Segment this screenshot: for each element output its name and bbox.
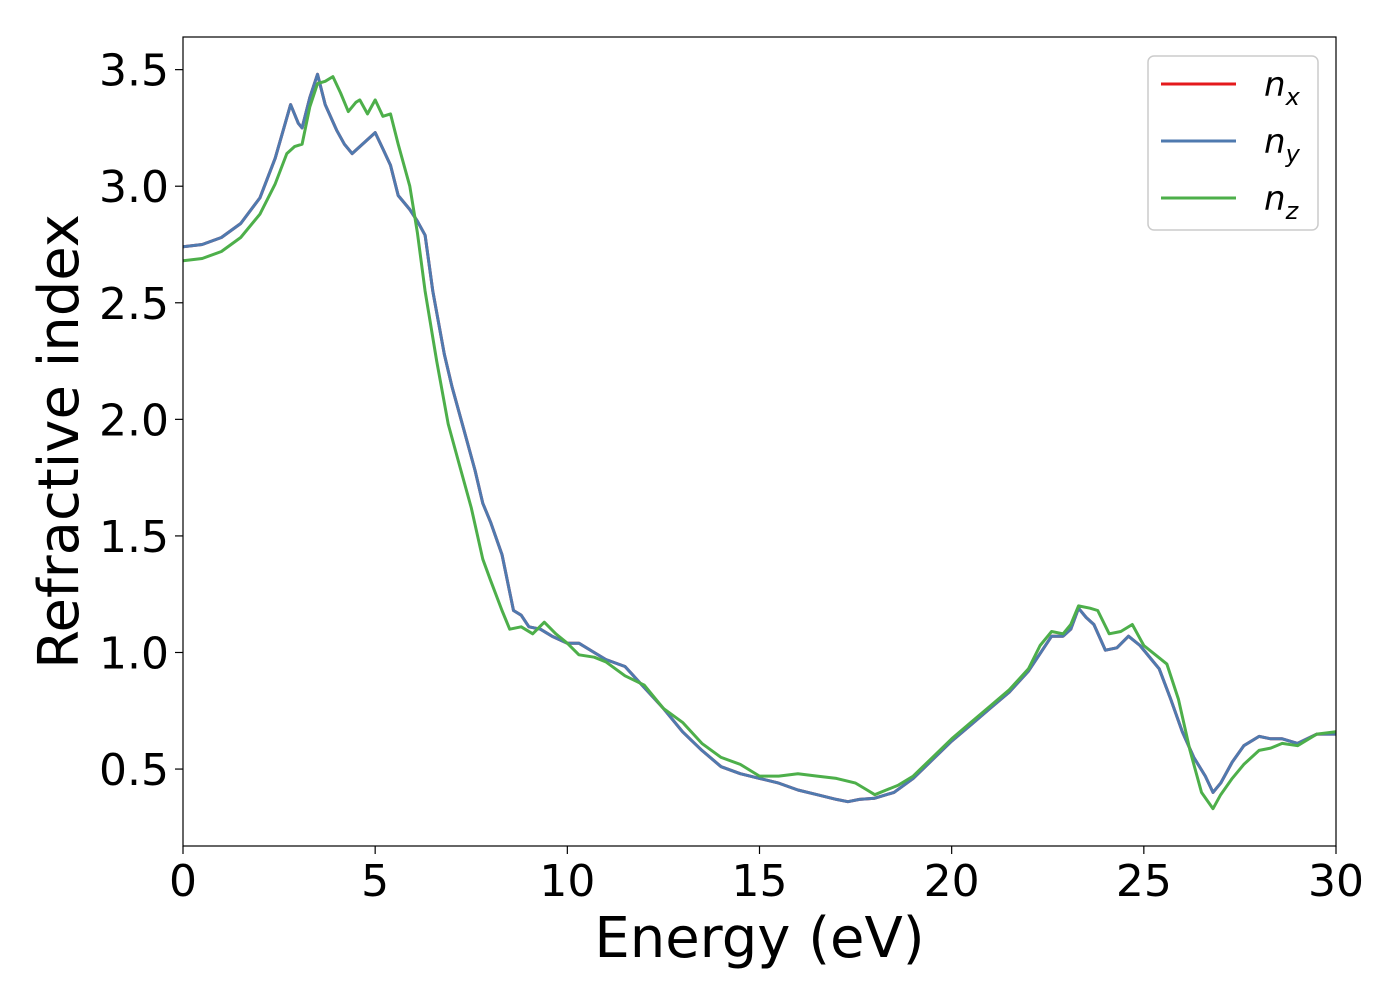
x-tick-label: 0 <box>169 856 197 907</box>
x-tick-label: 30 <box>1308 856 1364 907</box>
y-tick-label: 1.0 <box>99 628 169 679</box>
legend-label-nx: nx <box>1264 65 1301 111</box>
series-line-nz <box>183 75 1336 811</box>
y-tick-label: 0.5 <box>99 745 169 796</box>
y-axis-title: Refractive index <box>27 214 92 669</box>
axes: 0 5 10 15 20 25 30 0.5 1.0 1.5 2.0 2.5 3.0 3.5 Energy … <box>27 36 1364 971</box>
x-tick-label: 20 <box>924 856 980 907</box>
x-tick-label: 25 <box>1116 856 1172 907</box>
y-tick-label: 2.0 <box>99 395 169 446</box>
legend-label-ny: ny <box>1264 122 1301 168</box>
y-tick-label: 2.5 <box>99 279 169 330</box>
x-tick-label: 15 <box>732 856 788 907</box>
x-axis-title: Energy (eV) <box>594 906 924 971</box>
y-tick-label: 3.5 <box>99 46 169 97</box>
series-line-ny <box>183 72 1336 804</box>
legend-label-nz: nz <box>1264 179 1300 225</box>
legend: nx ny nz <box>1147 55 1319 231</box>
plot-area <box>183 72 1336 811</box>
y-tick-label: 1.5 <box>99 512 169 563</box>
x-tick-label: 5 <box>361 856 389 907</box>
y-tick-label: 3.0 <box>99 162 169 213</box>
legend-box <box>1147 55 1319 231</box>
x-tick-label: 10 <box>539 856 595 907</box>
